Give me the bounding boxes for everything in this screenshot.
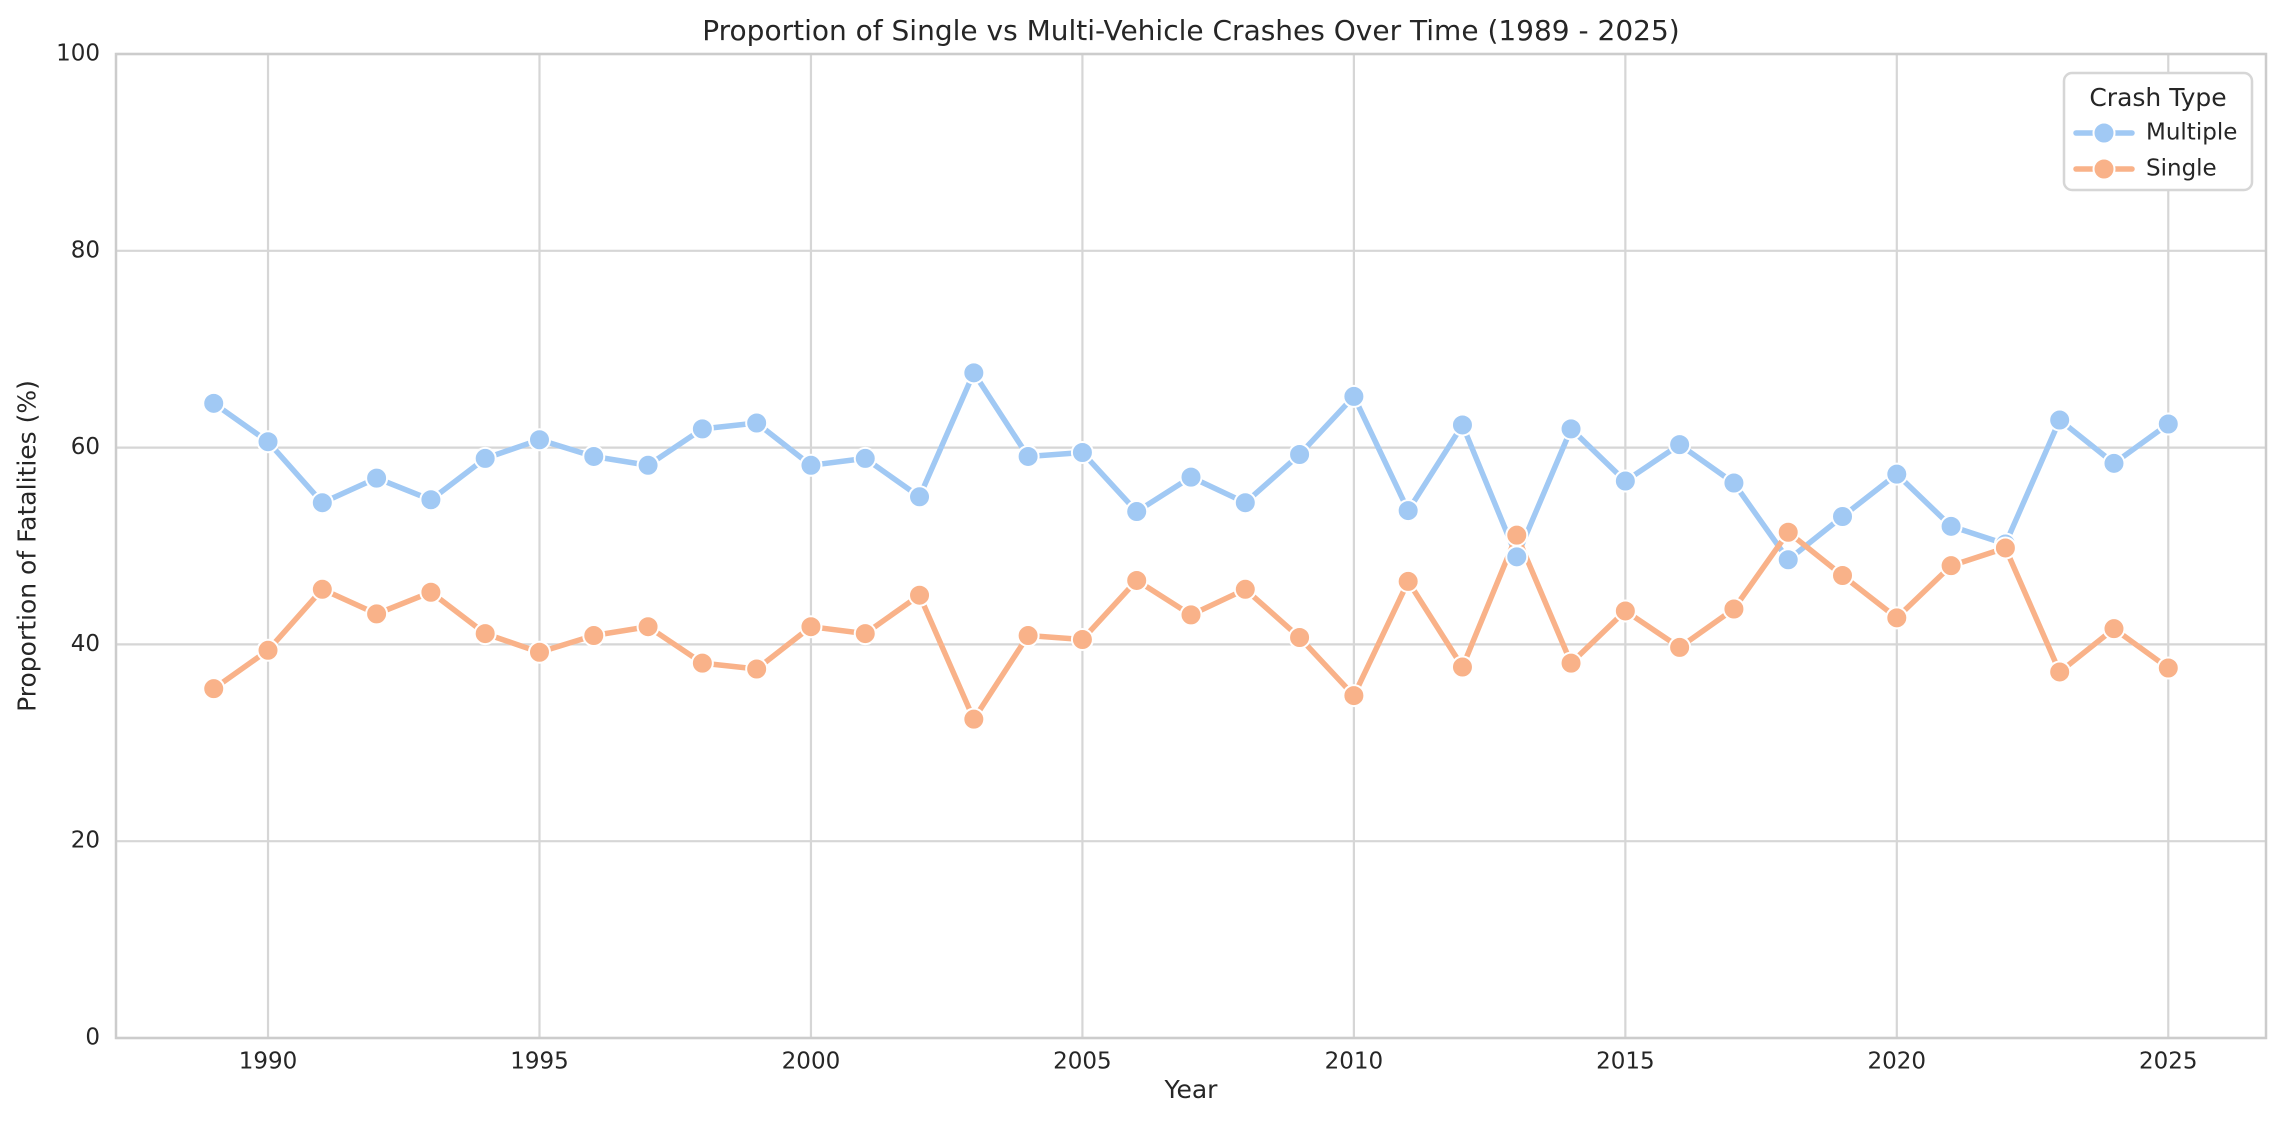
data-point-single-2024 bbox=[2102, 617, 2126, 641]
data-point-single-1991 bbox=[310, 577, 334, 601]
data-point-single-2021 bbox=[1939, 554, 1963, 578]
data-point-multiple-1999 bbox=[745, 411, 769, 435]
legend-label-single: Single bbox=[2146, 156, 2217, 182]
data-point-multiple-2011 bbox=[1396, 499, 1420, 523]
y-tick-label: 60 bbox=[71, 434, 100, 460]
data-point-multiple-1989 bbox=[202, 391, 226, 415]
data-point-single-2002 bbox=[908, 583, 932, 607]
x-tick-label: 1995 bbox=[510, 1049, 569, 1075]
data-point-single-2014 bbox=[1559, 651, 1583, 675]
x-tick-label: 2005 bbox=[1053, 1049, 1112, 1075]
data-point-single-1995 bbox=[527, 640, 551, 664]
data-point-multiple-2023 bbox=[2048, 408, 2072, 432]
data-point-multiple-1996 bbox=[582, 444, 606, 468]
data-point-single-1990 bbox=[256, 638, 280, 662]
data-point-multiple-2000 bbox=[799, 453, 823, 477]
data-point-single-2015 bbox=[1613, 599, 1637, 623]
data-point-multiple-2024 bbox=[2102, 451, 2126, 475]
data-point-single-2011 bbox=[1396, 569, 1420, 593]
data-point-single-2006 bbox=[1125, 568, 1149, 592]
data-point-multiple-1991 bbox=[310, 491, 334, 515]
data-point-multiple-1990 bbox=[256, 430, 280, 454]
data-point-single-2017 bbox=[1722, 597, 1746, 621]
data-point-multiple-2003 bbox=[962, 361, 986, 385]
data-point-single-2020 bbox=[1885, 606, 1909, 630]
data-point-multiple-2008 bbox=[1233, 491, 1257, 515]
data-point-multiple-1998 bbox=[690, 417, 714, 441]
data-point-single-2001 bbox=[853, 622, 877, 646]
data-point-multiple-2006 bbox=[1125, 500, 1149, 524]
x-tick-label: 2010 bbox=[1325, 1049, 1384, 1075]
data-point-single-2004 bbox=[1016, 624, 1040, 648]
data-point-single-2013 bbox=[1505, 523, 1529, 547]
y-tick-label: 0 bbox=[85, 1025, 100, 1051]
data-point-multiple-2004 bbox=[1016, 444, 1040, 468]
y-tick-label: 40 bbox=[71, 631, 100, 657]
data-point-single-1992 bbox=[365, 602, 389, 626]
data-point-single-1996 bbox=[582, 624, 606, 648]
data-point-multiple-2015 bbox=[1613, 469, 1637, 493]
data-point-single-1994 bbox=[473, 622, 497, 646]
y-tick-label: 100 bbox=[56, 41, 100, 67]
x-tick-label: 2025 bbox=[2139, 1049, 2198, 1075]
y-tick-label: 20 bbox=[71, 828, 100, 854]
data-point-single-1999 bbox=[745, 657, 769, 681]
data-point-single-2009 bbox=[1288, 626, 1312, 650]
data-point-single-2008 bbox=[1233, 577, 1257, 601]
data-point-multiple-1994 bbox=[473, 446, 497, 470]
data-point-multiple-2017 bbox=[1722, 471, 1746, 495]
x-axis-label: Year bbox=[1164, 1075, 1218, 1104]
data-point-multiple-2014 bbox=[1559, 417, 1583, 441]
data-point-single-1993 bbox=[419, 580, 443, 604]
data-point-multiple-1992 bbox=[365, 466, 389, 490]
plot-spines bbox=[114, 52, 2268, 1040]
y-tick-label: 80 bbox=[71, 237, 100, 263]
data-point-multiple-2018 bbox=[1776, 548, 1800, 572]
chart-title: Proportion of Single vs Multi-Vehicle Cr… bbox=[702, 14, 1680, 47]
data-point-multiple-2009 bbox=[1288, 442, 1312, 466]
data-point-single-2019 bbox=[1831, 564, 1855, 588]
data-point-multiple-2001 bbox=[853, 446, 877, 470]
data-point-multiple-2012 bbox=[1450, 413, 1474, 437]
data-point-single-2000 bbox=[799, 615, 823, 639]
y-axis-label: Proportion of Fatalities (%) bbox=[12, 380, 42, 712]
data-point-multiple-2002 bbox=[908, 485, 932, 509]
data-point-multiple-2021 bbox=[1939, 514, 1963, 538]
x-tick-label: 2020 bbox=[1868, 1049, 1927, 1075]
data-point-multiple-1997 bbox=[636, 453, 660, 477]
data-point-single-2012 bbox=[1450, 655, 1474, 679]
legend-marker-multiple bbox=[2092, 121, 2116, 145]
x-tick-label: 2000 bbox=[782, 1049, 841, 1075]
data-point-multiple-2025 bbox=[2156, 412, 2180, 436]
data-point-single-2003 bbox=[962, 707, 986, 731]
data-point-single-2025 bbox=[2156, 656, 2180, 680]
data-point-multiple-2016 bbox=[1668, 433, 1692, 457]
data-point-single-2023 bbox=[2048, 660, 2072, 684]
data-point-single-2010 bbox=[1342, 684, 1366, 708]
data-point-single-1997 bbox=[636, 615, 660, 639]
data-point-multiple-2010 bbox=[1342, 384, 1366, 408]
data-point-multiple-1993 bbox=[419, 488, 443, 512]
x-tick-label: 2015 bbox=[1596, 1049, 1655, 1075]
data-point-single-1998 bbox=[690, 651, 714, 675]
data-point-multiple-2013 bbox=[1505, 545, 1529, 569]
data-point-single-2016 bbox=[1668, 635, 1692, 659]
data-point-multiple-1995 bbox=[527, 428, 551, 452]
data-point-single-2005 bbox=[1070, 627, 1094, 651]
data-point-single-2007 bbox=[1179, 603, 1203, 627]
x-tick-label: 1990 bbox=[239, 1049, 298, 1075]
data-point-multiple-2007 bbox=[1179, 465, 1203, 489]
legend-title: Crash Type bbox=[2089, 83, 2226, 112]
data-point-multiple-2020 bbox=[1885, 462, 1909, 486]
data-point-single-2022 bbox=[1993, 536, 2017, 560]
legend-marker-single bbox=[2092, 157, 2116, 181]
legend-label-multiple: Multiple bbox=[2146, 120, 2237, 146]
data-point-multiple-2005 bbox=[1070, 441, 1094, 465]
data-point-single-2018 bbox=[1776, 520, 1800, 544]
data-point-multiple-2019 bbox=[1831, 504, 1855, 528]
data-point-single-1989 bbox=[202, 677, 226, 701]
